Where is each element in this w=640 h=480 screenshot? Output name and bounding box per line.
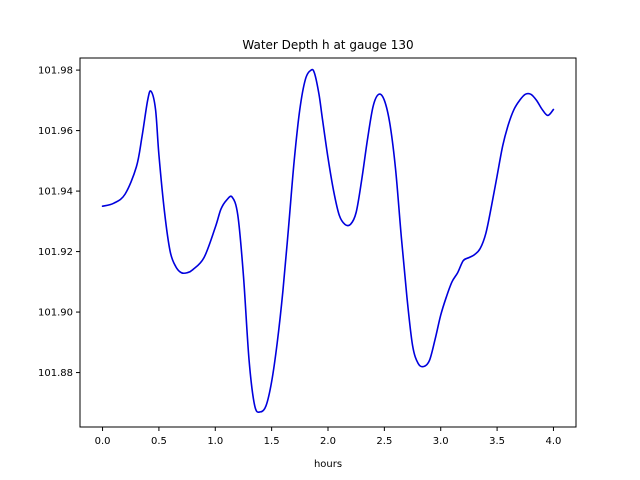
y-axis: 101.88 101.90 101.92 101.94 101.96 101.98 bbox=[38, 66, 80, 379]
chart-title: Water Depth h at gauge 130 bbox=[242, 38, 413, 52]
x-axis-label: hours bbox=[314, 459, 342, 470]
x-axis: 0.0 0.5 1.0 1.5 2.0 2.5 3.0 3.5 4.0 bbox=[95, 427, 562, 447]
y-tick-label: 101.96 bbox=[38, 126, 73, 137]
y-tick-label: 101.90 bbox=[38, 308, 73, 319]
x-tick-label: 3.5 bbox=[489, 436, 505, 447]
series-line-water-depth bbox=[101, 68, 555, 414]
y-tick-label: 101.94 bbox=[38, 187, 73, 198]
x-tick-label: 2.5 bbox=[376, 436, 392, 447]
x-tick-label: 2.0 bbox=[320, 436, 336, 447]
x-tick-label: 0.5 bbox=[151, 436, 167, 447]
x-tick-label: 3.0 bbox=[433, 436, 449, 447]
x-tick-label: 0.0 bbox=[95, 436, 111, 447]
y-tick-label: 101.98 bbox=[38, 66, 73, 77]
y-tick-label: 101.92 bbox=[38, 247, 73, 258]
x-tick-label: 4.0 bbox=[546, 436, 562, 447]
x-tick-label: 1.5 bbox=[264, 436, 280, 447]
x-tick-label: 1.0 bbox=[207, 436, 223, 447]
y-tick-label: 101.88 bbox=[38, 368, 73, 379]
